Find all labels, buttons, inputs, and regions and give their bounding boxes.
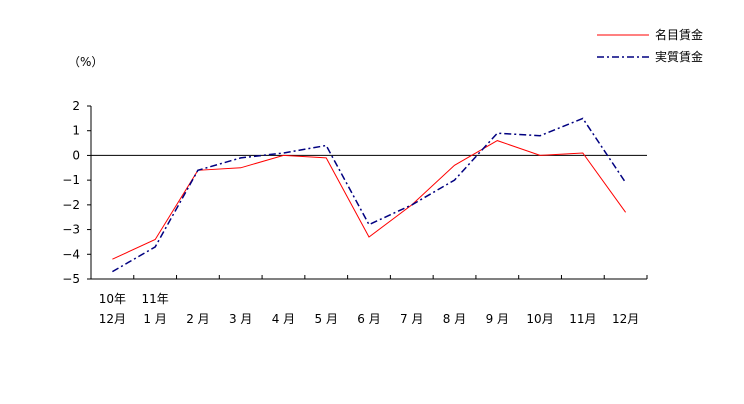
y-tick-label: −5 <box>62 272 80 286</box>
y-tick-label: 0 <box>72 148 80 162</box>
x-tick-label-month: 8 月 <box>443 312 466 326</box>
series-line-1 <box>112 140 627 260</box>
series-line-2 <box>112 117 627 273</box>
x-tick-label-month: 7 月 <box>400 312 423 326</box>
y-tick-label: −1 <box>62 173 80 187</box>
y-axis-unit-label: （%） <box>68 55 103 69</box>
axes: 2 1 0 −1 −2 −3 −4 −5 10年 12月 11年 1 月 2 月 3 月 4 月 5 月 6 月… <box>62 99 648 326</box>
x-tick-label-month: 5 月 <box>315 312 338 326</box>
legend-label-1: 名目賃金 <box>655 27 703 42</box>
x-tick-label-year: 11年 <box>142 292 169 306</box>
y-tick-label: −4 <box>62 247 80 261</box>
x-tick-label-month: 3 月 <box>229 312 252 326</box>
x-tick-label-month: 11月 <box>569 312 596 326</box>
x-tick-label-month: 6 月 <box>357 312 380 326</box>
x-tick-label-month: 12月 <box>99 312 126 326</box>
series-lines <box>112 117 627 273</box>
x-tick-label-month: 9 月 <box>486 312 509 326</box>
y-tick-label: −3 <box>62 223 80 237</box>
y-tick-label: 1 <box>72 124 80 138</box>
x-tick-label-month: 4 月 <box>272 312 295 326</box>
y-tick-label: −2 <box>62 198 80 212</box>
legend-label-2: 実質賃金 <box>655 49 703 64</box>
x-tick-label-year: 10年 <box>99 292 126 306</box>
x-tick-label-month: 10月 <box>526 312 553 326</box>
x-tick-label-month: 1 月 <box>143 312 166 326</box>
x-tick-label-month: 2 月 <box>186 312 209 326</box>
y-tick-label: 2 <box>72 99 80 113</box>
x-tick-label-month: 12月 <box>612 312 639 326</box>
